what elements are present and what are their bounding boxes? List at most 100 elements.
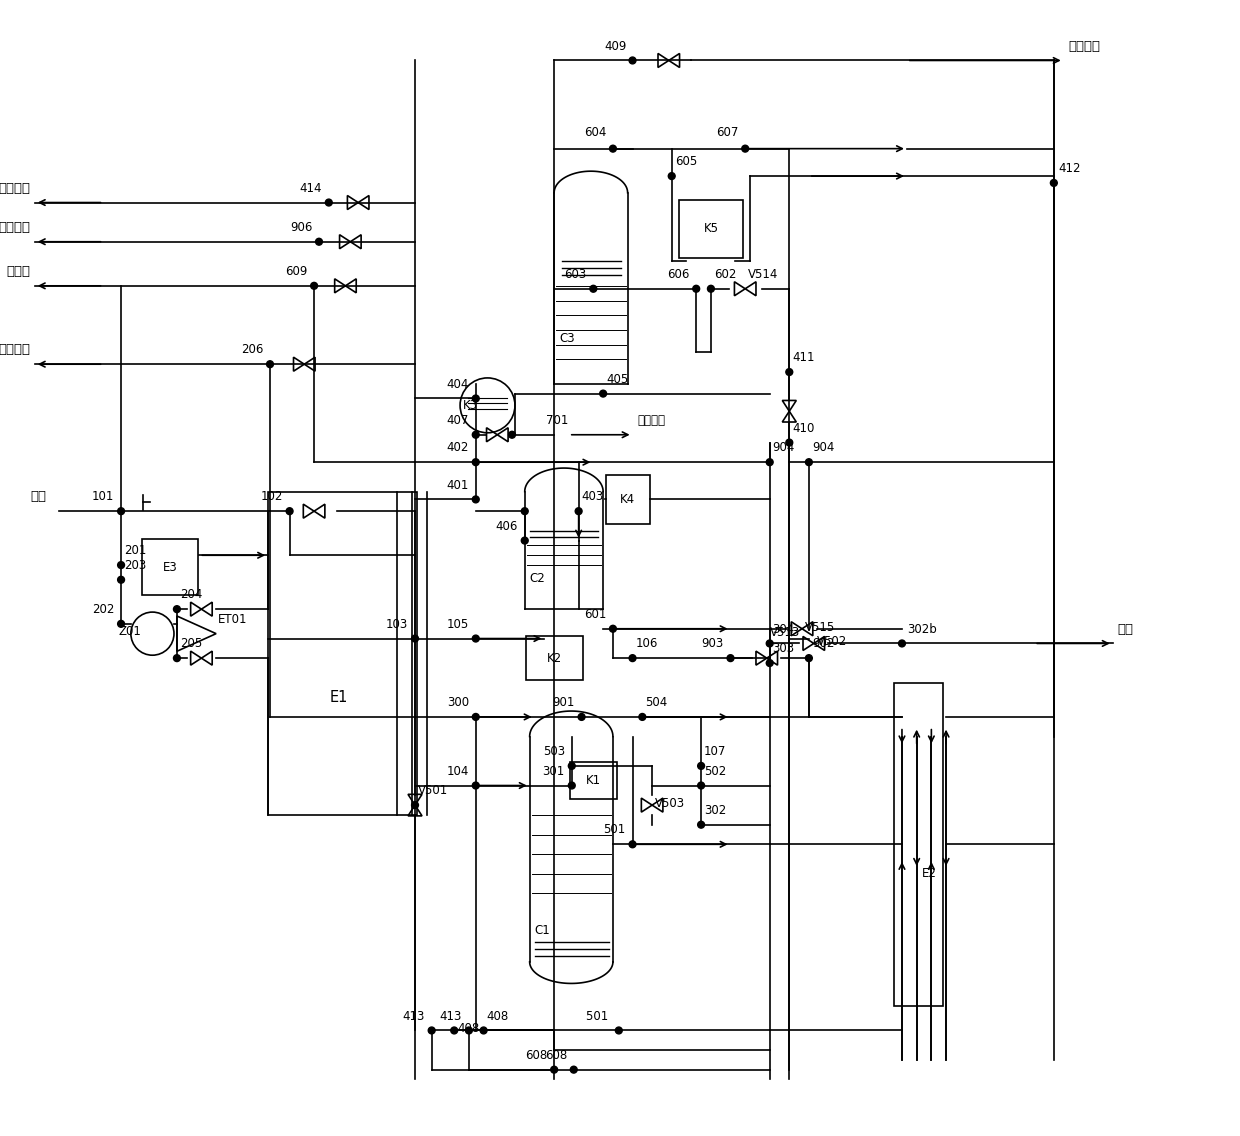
Text: K5: K5 — [703, 223, 718, 235]
Text: 205: 205 — [180, 637, 202, 650]
Circle shape — [578, 713, 585, 720]
Text: 304: 304 — [773, 623, 795, 636]
Text: 污氮气: 污氮气 — [6, 265, 30, 278]
Text: 高纯液氧: 高纯液氧 — [637, 414, 666, 427]
Text: 607: 607 — [715, 126, 738, 139]
Text: C3: C3 — [559, 332, 574, 344]
Circle shape — [472, 635, 479, 642]
Text: 903: 903 — [702, 637, 724, 650]
Text: V514: V514 — [748, 268, 779, 281]
Circle shape — [472, 395, 479, 402]
Text: 空气: 空气 — [30, 491, 46, 503]
Text: 403: 403 — [582, 491, 604, 503]
Text: 414: 414 — [299, 182, 322, 194]
Circle shape — [766, 640, 773, 646]
Circle shape — [668, 173, 675, 179]
Text: V501: V501 — [418, 784, 448, 797]
Circle shape — [727, 654, 734, 661]
Text: 204: 204 — [180, 588, 202, 601]
Text: 107: 107 — [704, 745, 727, 758]
Text: 104: 104 — [446, 765, 469, 778]
Circle shape — [472, 713, 479, 720]
Circle shape — [521, 537, 528, 544]
Circle shape — [568, 762, 575, 769]
Circle shape — [118, 576, 124, 583]
Text: E1: E1 — [330, 690, 347, 704]
Text: 503: 503 — [543, 745, 565, 758]
Text: 407: 407 — [446, 414, 469, 427]
Text: K1: K1 — [585, 774, 601, 787]
Text: 504: 504 — [645, 696, 667, 709]
Text: 412: 412 — [1059, 162, 1081, 175]
Circle shape — [629, 841, 636, 847]
Text: 202: 202 — [92, 603, 114, 616]
Circle shape — [693, 285, 699, 292]
Text: 902: 902 — [812, 637, 835, 650]
Text: V503: V503 — [655, 797, 686, 810]
Text: 502: 502 — [704, 765, 727, 778]
Circle shape — [610, 625, 616, 632]
Circle shape — [118, 620, 124, 627]
Bar — [680, 200, 743, 258]
Text: 413: 413 — [403, 1010, 425, 1022]
Circle shape — [575, 508, 582, 515]
Circle shape — [551, 1067, 558, 1074]
Circle shape — [472, 432, 479, 438]
Text: 300: 300 — [446, 696, 469, 709]
Circle shape — [465, 1027, 472, 1034]
Circle shape — [1050, 179, 1058, 186]
Bar — [605, 475, 650, 524]
Circle shape — [325, 199, 332, 206]
Text: 101: 101 — [92, 491, 114, 503]
Text: V502: V502 — [817, 635, 847, 649]
Text: 返流空气: 返流空气 — [0, 343, 30, 357]
Text: K4: K4 — [620, 493, 635, 506]
Text: K2: K2 — [547, 652, 562, 665]
Circle shape — [629, 654, 636, 661]
Text: 103: 103 — [386, 618, 408, 630]
Circle shape — [708, 285, 714, 292]
Text: 413: 413 — [440, 1010, 463, 1022]
Circle shape — [806, 654, 812, 661]
Circle shape — [472, 496, 479, 503]
Circle shape — [786, 440, 792, 446]
Circle shape — [568, 782, 575, 788]
Text: V513: V513 — [770, 626, 800, 638]
Circle shape — [311, 283, 317, 290]
Text: ET01: ET01 — [218, 612, 248, 626]
Text: 105: 105 — [446, 618, 469, 630]
Text: 901: 901 — [552, 696, 574, 709]
Text: K3: K3 — [463, 399, 477, 412]
Circle shape — [600, 390, 606, 396]
Circle shape — [412, 635, 418, 642]
Circle shape — [480, 1027, 487, 1034]
Text: 303: 303 — [773, 642, 795, 655]
Circle shape — [766, 660, 773, 667]
Circle shape — [629, 57, 636, 64]
Text: 302b: 302b — [906, 623, 936, 636]
Text: 605: 605 — [675, 156, 697, 168]
Text: 904: 904 — [812, 442, 835, 454]
Text: 603: 603 — [564, 268, 587, 281]
Text: C2: C2 — [529, 571, 546, 585]
Bar — [141, 538, 198, 595]
Text: Z01: Z01 — [118, 625, 141, 638]
Bar — [526, 636, 583, 680]
Text: 606: 606 — [667, 268, 689, 281]
Circle shape — [286, 508, 293, 515]
Text: 602: 602 — [714, 268, 737, 281]
Circle shape — [174, 605, 180, 612]
Circle shape — [639, 713, 646, 720]
Text: 601: 601 — [584, 608, 606, 621]
Text: 301: 301 — [543, 765, 565, 778]
Circle shape — [899, 640, 905, 646]
Text: 402: 402 — [446, 442, 469, 454]
Text: 102: 102 — [260, 491, 283, 503]
Text: 富氧空气: 富氧空气 — [0, 220, 30, 234]
Text: 411: 411 — [792, 351, 815, 365]
Text: 906: 906 — [290, 220, 312, 234]
Text: V515: V515 — [805, 620, 836, 634]
Text: 608: 608 — [544, 1049, 567, 1062]
Text: 405: 405 — [606, 373, 629, 386]
Text: 302: 302 — [704, 804, 727, 817]
